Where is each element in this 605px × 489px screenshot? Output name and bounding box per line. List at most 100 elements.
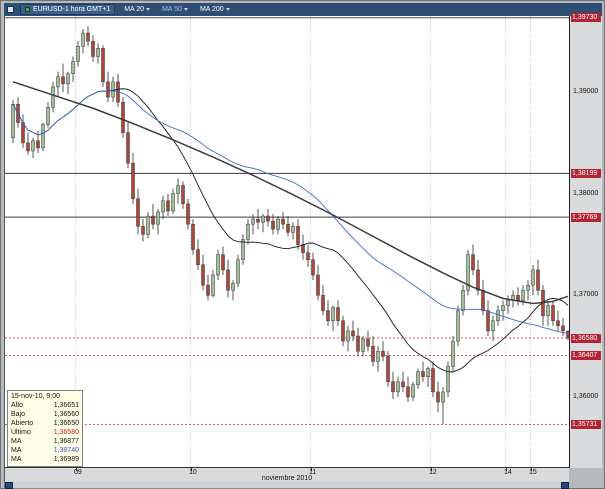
- candle: [236, 254, 240, 288]
- candle: [251, 214, 255, 235]
- candle: [231, 280, 235, 301]
- day-label: 10: [189, 469, 197, 476]
- price-axis-label: 1,38000: [573, 189, 599, 197]
- candle: [41, 122, 45, 151]
- ma20-line: [12, 88, 569, 373]
- tooltip-row-ma50: MA 1,38740: [11, 447, 79, 454]
- candle: [226, 259, 230, 298]
- candlestick-plot[interactable]: 15-nov-10, 9:00 Alto 1,36651 Bajo 1,3656…: [4, 16, 569, 468]
- candle: [101, 45, 105, 87]
- tooltip-row-bajo: Bajo 1,36560: [11, 411, 79, 418]
- price-axis-label: 1,39000: [573, 88, 599, 95]
- app-icon: [7, 6, 14, 13]
- candle: [136, 188, 140, 235]
- candle: [551, 300, 555, 326]
- candle: [426, 366, 430, 387]
- candle: [111, 76, 115, 103]
- chart-canvas[interactable]: [5, 16, 569, 468]
- candle: [206, 275, 210, 301]
- candle: [301, 234, 305, 260]
- scroll-right-button[interactable]: [561, 482, 569, 489]
- candle: [466, 249, 470, 296]
- day-label: 15: [529, 469, 537, 476]
- candle: [281, 211, 285, 230]
- candle: [351, 320, 355, 342]
- candle: [341, 315, 345, 347]
- ma50-label: MA 50: [162, 6, 182, 13]
- day-tick-mark: [530, 468, 532, 471]
- candle: [486, 300, 490, 337]
- candle: [566, 330, 569, 341]
- candle: [541, 285, 545, 326]
- candle: [411, 381, 415, 402]
- day-label: 14: [504, 469, 512, 476]
- candle: [46, 102, 50, 128]
- candle: [106, 71, 110, 103]
- candle: [321, 285, 325, 316]
- candle: [381, 341, 385, 362]
- ma20-label: MA 20: [124, 6, 145, 13]
- symbol-tab[interactable]: EURUSD-1 hora GMT+1: [20, 4, 116, 15]
- candle: [511, 290, 515, 308]
- candle: [296, 219, 300, 250]
- candle: [561, 317, 565, 337]
- candle: [496, 305, 500, 326]
- candle: [146, 211, 150, 239]
- candle: [371, 336, 375, 367]
- candle: [181, 181, 185, 209]
- candle: [471, 244, 475, 276]
- candle: [196, 239, 200, 270]
- price-axis-label: 1,36000: [573, 393, 599, 400]
- candle: [421, 361, 425, 382]
- ma200-dropdown[interactable]: MA 200: [197, 4, 233, 15]
- candle: [261, 214, 265, 233]
- ma50-dropdown[interactable]: MA 50: [159, 4, 191, 15]
- day-label: 11: [309, 469, 317, 476]
- tooltip-timestamp: 15-nov-10, 9:00: [11, 393, 61, 400]
- price-axis: 1,39000 1,38000 1,37000 1,36000 1,39730 1,381…: [569, 13, 602, 468]
- candle: [61, 63, 65, 92]
- candle: [361, 336, 365, 357]
- candle: [76, 41, 80, 67]
- candle: [416, 368, 420, 389]
- candle: [176, 178, 180, 204]
- candle: [286, 216, 290, 237]
- candle: [276, 216, 280, 235]
- candle: [116, 73, 120, 108]
- price-level-tag: 1,37769: [571, 212, 601, 222]
- candle: [526, 280, 530, 301]
- candle: [96, 43, 100, 64]
- tooltip-row-alto: Alto 1,36651: [11, 402, 79, 409]
- candle: [326, 300, 330, 326]
- candle: [26, 132, 30, 156]
- candle: [306, 244, 310, 267]
- chevron-down-icon: [146, 8, 151, 11]
- day-tick-mark: [430, 468, 432, 471]
- candle: [536, 259, 540, 296]
- candle: [556, 310, 560, 331]
- ma20-dropdown[interactable]: MA 20: [121, 4, 153, 15]
- ma200-label: MA 200: [199, 6, 224, 13]
- scroll-left-button[interactable]: [5, 482, 13, 489]
- candle: [246, 219, 250, 245]
- day-tick-mark: [505, 468, 507, 471]
- candle: [446, 361, 450, 398]
- candle: [36, 130, 40, 154]
- candle: [156, 208, 160, 235]
- candle: [531, 264, 535, 296]
- candle: [266, 208, 270, 227]
- candle: [91, 35, 95, 62]
- day-tick-mark: [75, 468, 77, 471]
- day-tick-mark: [310, 468, 312, 471]
- candle: [51, 81, 55, 113]
- candle: [336, 300, 340, 326]
- candle: [431, 361, 435, 398]
- candle: [456, 305, 460, 347]
- candle: [161, 195, 165, 220]
- tooltip-row-ma200: MA 1,36989: [11, 456, 79, 463]
- horizontal-scrollbar[interactable]: [4, 482, 569, 489]
- candle: [401, 371, 405, 392]
- chart-main: 15-nov-10, 9:00 Alto 1,36651 Bajo 1,3656…: [4, 13, 602, 489]
- candle: [221, 246, 225, 276]
